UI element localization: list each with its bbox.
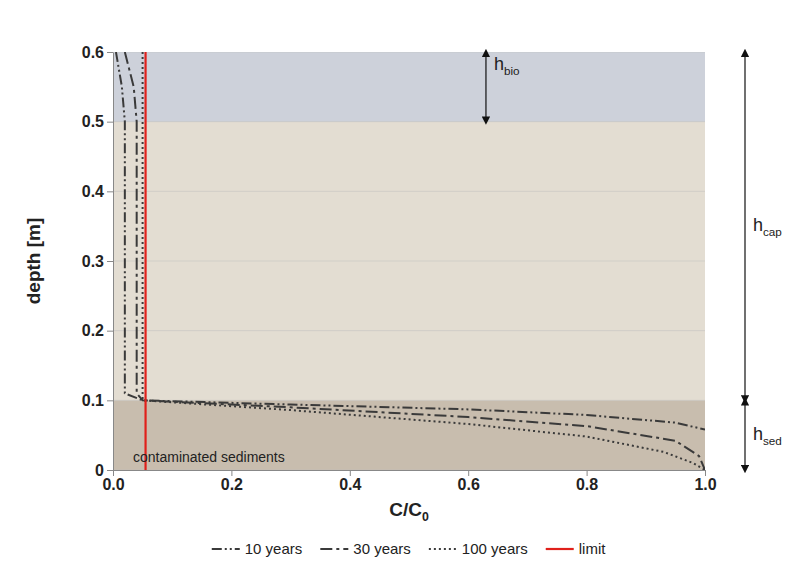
tick-mark — [113, 470, 114, 476]
grid-line — [113, 261, 705, 262]
tick-label: 0.3 — [82, 253, 104, 270]
tick: 0.6 — [458, 470, 480, 493]
tick-mark — [107, 470, 113, 471]
dimension-arrow — [744, 401, 745, 469]
zone-band — [113, 400, 705, 470]
tick-mark — [107, 52, 113, 53]
tick: 0.4 — [339, 470, 361, 493]
zone-band — [113, 52, 705, 400]
tick: 0.8 — [576, 470, 598, 493]
x-axis-title-sub: 0 — [422, 510, 429, 524]
zone-label-sub: bio — [504, 64, 520, 77]
tick-label: 0.6 — [458, 476, 480, 493]
grid-line — [113, 121, 705, 122]
axis-line — [114, 470, 706, 471]
zone-label-main: h — [494, 54, 504, 74]
legend-label: 10 years — [245, 540, 303, 557]
zone-label: hsed — [753, 424, 782, 447]
zone-label-sub: sed — [763, 434, 782, 447]
legend-label: 100 years — [462, 540, 528, 557]
tick-label: 0.2 — [221, 476, 243, 493]
tick-mark — [107, 331, 113, 332]
x-axis: 0.0 0.2 0.4 0.6 0.8 1.0 — [102, 470, 716, 493]
tick-label: 0.4 — [339, 476, 361, 493]
tick: 0.6 — [82, 44, 113, 61]
axis-line — [113, 53, 114, 471]
tick-label: 1.0 — [694, 476, 716, 493]
legend-swatch — [212, 548, 240, 550]
tick-label: 0.8 — [576, 476, 598, 493]
tick: 0.5 — [82, 113, 113, 130]
legend-swatch — [429, 548, 457, 550]
tick-label: 0.1 — [82, 392, 104, 409]
series-line — [116, 52, 705, 430]
zone-label-sub: cap — [763, 225, 782, 238]
tick: 1.0 — [694, 470, 716, 493]
legend-swatch — [546, 548, 574, 550]
tick-label: 0 — [95, 462, 104, 479]
grid-line — [113, 330, 705, 331]
tick: 0.0 — [102, 470, 124, 493]
legend-item: 100 years — [429, 540, 528, 557]
tick-mark — [587, 470, 588, 476]
tick-mark — [705, 470, 706, 476]
zone-label: hbio — [494, 54, 520, 77]
chart: 0.0 0.2 0.4 0.6 0.8 1.0 0 0.1 0.2 0.3 0.4 0.5 0.6 C/C… — [0, 0, 811, 565]
series-line — [125, 52, 705, 470]
zone-label-main: h — [753, 215, 763, 235]
legend: 10 years 30 years 100 years limit — [212, 540, 606, 557]
tick: 0 — [95, 462, 113, 479]
legend-label: 30 years — [353, 540, 411, 557]
legend-label: limit — [579, 540, 606, 557]
tick-label: 0.2 — [82, 322, 104, 339]
grid-line — [113, 52, 705, 53]
legend-item: limit — [546, 540, 606, 557]
tick-label: 0.6 — [82, 44, 104, 61]
grid-line — [113, 400, 705, 401]
zone-label: hcap — [753, 215, 782, 238]
tick: 0.2 — [82, 322, 113, 339]
tick-mark — [107, 122, 113, 123]
x-axis-title: C/C0 — [389, 499, 429, 524]
grid-line — [113, 191, 705, 192]
series-line — [143, 52, 705, 470]
dimension-arrow — [744, 53, 745, 399]
tick-label: 0.5 — [82, 113, 104, 130]
tick-mark — [107, 400, 113, 401]
zone-annotations: hcaphbiohsed — [486, 53, 782, 469]
tick-label: 0.4 — [82, 183, 104, 200]
tick: 0.1 — [82, 392, 113, 409]
legend-item: 30 years — [320, 540, 411, 557]
dimension-arrow — [485, 53, 486, 121]
legend-swatch — [320, 548, 348, 550]
zone-band — [113, 52, 705, 122]
plot-area — [113, 52, 705, 470]
plot: 0.0 0.2 0.4 0.6 0.8 1.0 0 0.1 0.2 0.3 0.4 0.5 0.6 — [82, 44, 717, 494]
tick: 0.4 — [82, 183, 113, 200]
series-line — [144, 52, 146, 470]
tick-mark — [107, 191, 113, 192]
x-axis-title-main: C/C — [389, 499, 422, 520]
tick-mark — [350, 470, 351, 476]
tick-mark — [468, 470, 469, 476]
tick-mark — [107, 261, 113, 262]
grid-line — [113, 470, 705, 471]
tick-label: 0.0 — [102, 476, 124, 493]
tick: 0.3 — [82, 253, 113, 270]
zone-label-main: h — [753, 424, 763, 444]
tick-mark — [231, 470, 232, 476]
annotation: contaminated sediments — [133, 449, 285, 465]
legend-item: 10 years — [212, 540, 303, 557]
y-axis: 0 0.1 0.2 0.3 0.4 0.5 0.6 — [82, 44, 114, 479]
tick: 0.2 — [221, 470, 243, 493]
y-axis-title: depth [m] — [23, 218, 44, 305]
